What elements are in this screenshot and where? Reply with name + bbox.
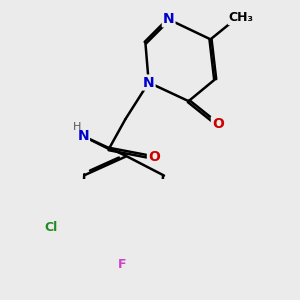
Text: O: O <box>148 150 160 164</box>
Text: O: O <box>212 117 224 131</box>
Text: CH₃: CH₃ <box>229 11 254 24</box>
Text: N: N <box>77 129 89 143</box>
Text: Cl: Cl <box>45 221 58 234</box>
Text: F: F <box>118 258 126 271</box>
Text: N: N <box>163 12 175 26</box>
Text: N: N <box>143 76 154 89</box>
Text: H: H <box>73 122 81 133</box>
